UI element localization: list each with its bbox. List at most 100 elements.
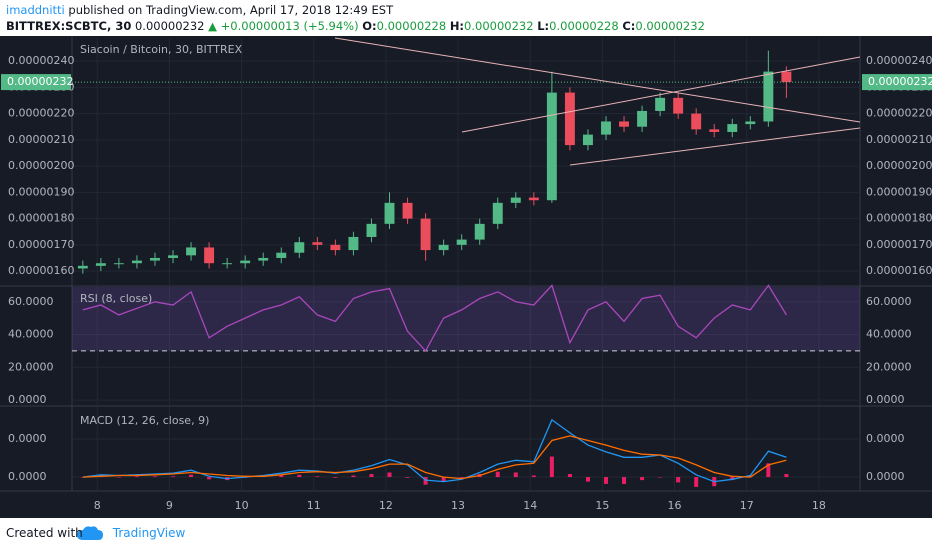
histogram-bar	[640, 477, 645, 481]
quote-line: BITTREX:SCBTC, 30 0.00000232 ▲ +0.000000…	[6, 18, 705, 34]
candle-body	[276, 252, 287, 258]
candle-body	[637, 110, 648, 127]
candle-body	[474, 223, 485, 240]
candle-body	[312, 242, 323, 245]
y-tick-label: 0.00000220	[8, 107, 74, 120]
candle-body	[709, 129, 720, 132]
histogram-bar	[730, 477, 735, 481]
x-tick-label: 13	[451, 499, 465, 512]
ohlc-key: L:	[537, 19, 550, 33]
histogram-bar	[549, 456, 554, 478]
candle-body	[366, 223, 377, 237]
candle-body	[655, 97, 666, 111]
y-tick-label: 40.0000	[8, 328, 54, 341]
histogram-bar	[513, 472, 518, 478]
histogram-bar	[459, 477, 464, 478]
candle-body	[564, 92, 575, 146]
symbol: BITTREX:SCBTC, 30	[6, 19, 132, 33]
candle-body	[258, 257, 269, 261]
histogram-bar	[567, 474, 572, 478]
x-tick-label: 8	[94, 499, 101, 512]
histogram-bar	[134, 476, 139, 478]
price: 0.00000232	[134, 19, 205, 33]
candle-body	[673, 97, 684, 114]
candle-body	[691, 113, 702, 130]
histogram-bar	[152, 476, 157, 478]
histogram-bar	[297, 474, 302, 478]
candle-body	[582, 134, 593, 146]
footer-background	[0, 518, 932, 550]
histogram-bar	[784, 474, 789, 478]
x-tick-label: 17	[740, 499, 754, 512]
pane-title: RSI (8, close)	[80, 292, 152, 305]
y-tick-label: 0.00000210	[866, 133, 932, 146]
histogram-bar	[495, 471, 500, 478]
trend-line	[461, 56, 861, 133]
y-tick-label: 0.00000160	[8, 264, 74, 277]
y-tick-label: 40.0000	[866, 328, 912, 341]
candle-body	[745, 121, 756, 125]
marks	[72, 50, 860, 487]
histogram-bar	[279, 475, 284, 478]
x-tick-label: 9	[166, 499, 173, 512]
y-tick-label: 0.00000160	[866, 264, 932, 277]
candle-body	[204, 247, 215, 264]
candle-body	[510, 197, 521, 203]
candle-body	[348, 236, 359, 251]
candle-body	[95, 263, 106, 266]
brand[interactable]: TradingView	[112, 526, 186, 540]
y-tick-label: 0.00000190	[8, 185, 74, 198]
y-tick-label: 0.00000180	[8, 212, 74, 225]
histogram-bar	[189, 474, 194, 478]
histogram-bar	[585, 477, 590, 482]
chart-background	[0, 36, 932, 518]
y-tick-label: 0.00000200	[866, 159, 932, 172]
candle-body	[186, 247, 197, 256]
y-tick-label: 0.00000190	[866, 185, 932, 198]
histogram-bar	[694, 477, 699, 487]
y-tick-label: 0.0000	[8, 393, 47, 406]
ohlc-key: C:	[622, 19, 636, 33]
histogram-bar	[423, 477, 428, 485]
created-with: Created with	[6, 526, 83, 540]
histogram-bar	[603, 477, 608, 484]
candle-body	[420, 218, 431, 251]
x-tick-label: 12	[379, 499, 393, 512]
candle-body	[150, 257, 160, 261]
ohlc-value: 0.00000232	[464, 19, 534, 33]
candle-body	[528, 197, 539, 201]
y-tick-label: 0.0000	[866, 432, 905, 445]
y-tick-label: 0.00000210	[8, 133, 74, 146]
candle-body	[330, 244, 341, 251]
published: published on TradingView.com, April 17, …	[68, 3, 394, 17]
candle-body	[601, 121, 611, 135]
ohlc-value: 0.00000228	[549, 19, 619, 33]
last-price-label: 0.00000232	[868, 75, 932, 88]
histogram-bar	[369, 474, 374, 478]
pane-title: MACD (12, 26, close, 9)	[80, 414, 209, 427]
histogram-bar	[171, 476, 176, 478]
histogram-bar	[622, 477, 627, 484]
candle-body	[438, 244, 449, 251]
candle-body	[131, 260, 142, 264]
candle-body	[492, 202, 503, 224]
y-tick-label: 0.0000	[866, 393, 905, 406]
ohlc-value: 0.00000232	[635, 19, 705, 33]
histogram-bar	[748, 475, 753, 478]
x-tick-label: 18	[812, 499, 826, 512]
footer: Created with TradingView	[6, 526, 185, 540]
author[interactable]: imaddnitti	[6, 3, 65, 17]
x-tick-label: 14	[523, 499, 537, 512]
histogram-bar	[387, 472, 392, 478]
candle-body	[168, 255, 178, 258]
histogram-bar	[351, 475, 356, 478]
ohlc-key: O:	[362, 19, 377, 33]
y-tick-label: 20.0000	[8, 360, 54, 373]
y-tick-label: 0.00000170	[8, 238, 74, 251]
brand-logo	[77, 526, 103, 540]
grid	[72, 38, 860, 490]
change: ▲ +0.00000013 (+5.94%)	[208, 19, 359, 33]
y-tick-label: 0.00000240	[8, 54, 74, 67]
y-tick-label: 0.0000	[8, 470, 47, 483]
